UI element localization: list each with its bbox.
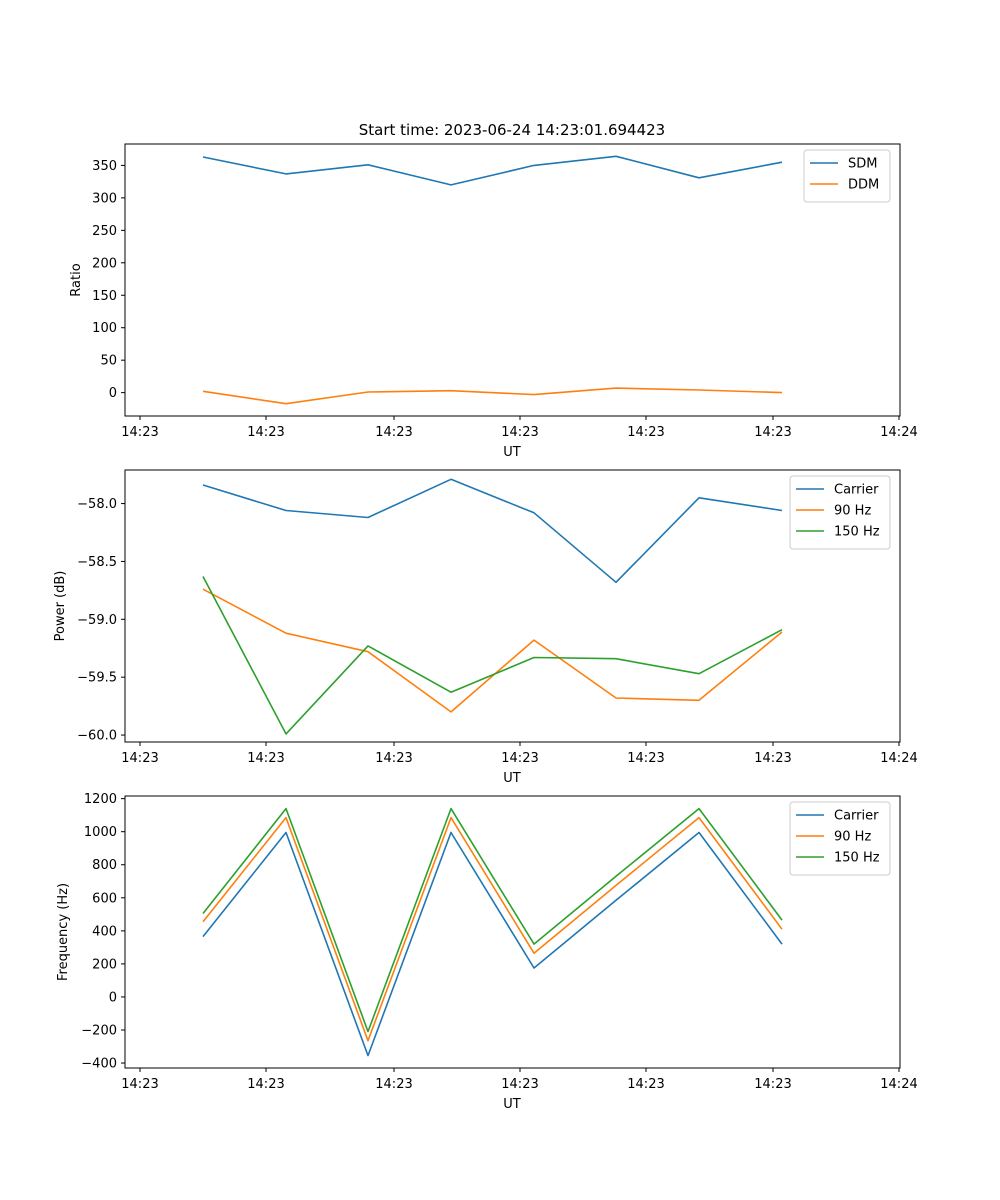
legend-label: SDM xyxy=(848,157,877,172)
x-tick-label: 14:23 xyxy=(121,1077,158,1092)
y-tick-label: 100 xyxy=(92,321,117,336)
series-line-carrier xyxy=(202,831,783,1057)
y-tick-label: 350 xyxy=(92,159,117,174)
y-tick-label: 600 xyxy=(92,891,117,906)
y-tick-label: −59.0 xyxy=(77,613,117,628)
y-axis-label: Frequency (Hz) xyxy=(56,883,71,981)
plot-frame xyxy=(124,469,901,743)
x-tick-label: 14:24 xyxy=(880,425,917,440)
figure-title: Start time: 2023-06-24 14:23:01.694423 xyxy=(359,121,665,139)
plot-frame xyxy=(124,795,901,1069)
y-tick-label: −60.0 xyxy=(77,729,117,744)
y-tick-label: 150 xyxy=(92,289,117,304)
x-tick-label: 14:23 xyxy=(121,751,158,766)
x-axis-label: UT xyxy=(503,445,521,460)
x-axis-label: UT xyxy=(503,771,521,786)
x-tick-label: 14:23 xyxy=(375,751,412,766)
x-tick-label: 14:23 xyxy=(501,751,538,766)
y-tick-label: −58.0 xyxy=(77,497,117,512)
y-tick-label: 200 xyxy=(92,256,117,271)
y-tick-label: 1200 xyxy=(84,792,117,807)
y-axis-label: Power (dB) xyxy=(53,571,68,642)
x-tick-label: 14:23 xyxy=(247,425,284,440)
x-tick-label: 14:23 xyxy=(247,751,284,766)
series-line-carrier xyxy=(202,478,783,584)
x-tick-label: 14:23 xyxy=(501,425,538,440)
panel-frequency: UT Frequency (Hz) 14:23 14:23 14:23 14:23 14… xyxy=(56,792,918,1112)
y-tick-label: 300 xyxy=(92,191,117,206)
y-tick-label: 200 xyxy=(92,957,117,972)
x-tick-label: 14:23 xyxy=(754,1077,791,1092)
y-tick-label: 400 xyxy=(92,924,117,939)
x-tick-label: 14:23 xyxy=(375,1077,412,1092)
x-tick-label: 14:23 xyxy=(754,751,791,766)
x-tick-label: 14:23 xyxy=(627,1077,664,1092)
y-axis-label: Ratio xyxy=(69,263,84,296)
legend-label: DDM xyxy=(848,178,879,193)
x-tick-label: 14:23 xyxy=(627,425,664,440)
x-tick-label: 14:23 xyxy=(247,1077,284,1092)
legend-label: 90 Hz xyxy=(834,504,871,519)
y-tick-label: 250 xyxy=(92,224,117,239)
legend-label: 150 Hz xyxy=(834,851,880,866)
legend-label: 90 Hz xyxy=(834,830,871,845)
y-tick-label: 800 xyxy=(92,858,117,873)
series-line-150-hz xyxy=(202,807,783,1033)
x-tick-label: 14:23 xyxy=(121,425,158,440)
y-tick-label: −58.5 xyxy=(77,555,117,570)
legend-label: Carrier xyxy=(834,483,879,498)
series-line-90-hz xyxy=(202,816,783,1042)
x-tick-label: 14:24 xyxy=(880,1077,917,1092)
panel-ratio: UT Ratio 14:23 14:23 14:23 14:23 14:23 14:23 1… xyxy=(69,143,918,460)
x-tick-label: 14:24 xyxy=(880,751,917,766)
series-line-sdm xyxy=(202,155,783,186)
plot-frame xyxy=(124,143,901,417)
x-tick-label: 14:23 xyxy=(627,751,664,766)
x-tick-label: 14:23 xyxy=(501,1077,538,1092)
y-tick-label: 0 xyxy=(109,990,117,1005)
y-tick-label: 50 xyxy=(100,354,117,369)
y-tick-label: −59.5 xyxy=(77,671,117,686)
y-tick-label: 1000 xyxy=(84,825,117,840)
x-tick-label: 14:23 xyxy=(754,425,791,440)
y-tick-label: −200 xyxy=(81,1023,117,1038)
series-line-90-hz xyxy=(202,588,783,713)
legend-label: Carrier xyxy=(834,809,879,824)
y-tick-label: 0 xyxy=(109,386,117,401)
series-line-ddm xyxy=(202,387,783,405)
x-axis-label: UT xyxy=(503,1097,521,1112)
panel-power: UT Power (dB) 14:23 14:23 14:23 14:23 14:23 1… xyxy=(53,469,918,786)
y-tick-label: −400 xyxy=(81,1057,117,1072)
legend-label: 150 Hz xyxy=(834,525,880,540)
x-tick-label: 14:23 xyxy=(375,425,412,440)
series-line-150-hz xyxy=(202,576,783,735)
